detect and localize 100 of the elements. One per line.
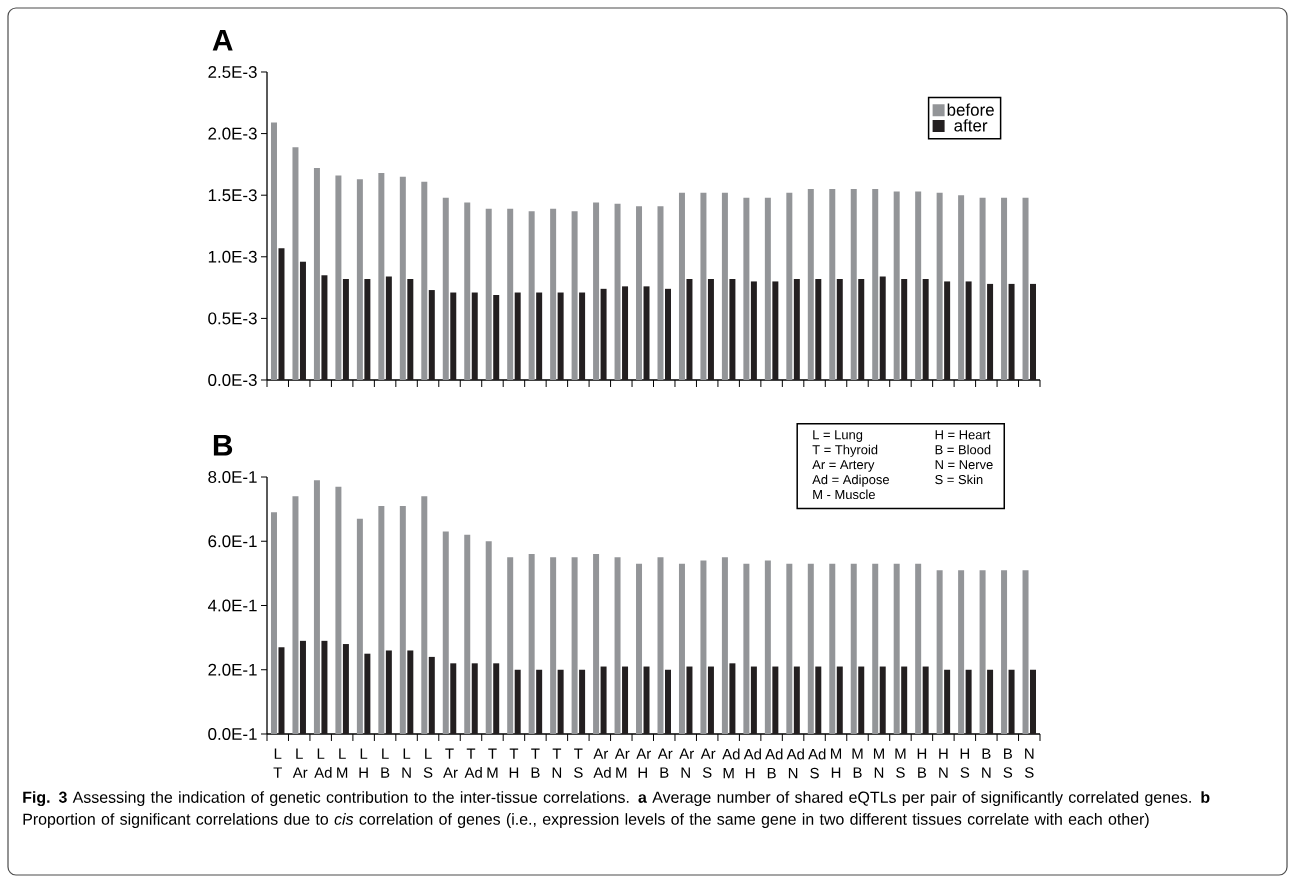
bar [399, 505, 406, 734]
bar [364, 653, 371, 734]
bar [657, 557, 664, 734]
bar [987, 669, 994, 734]
bar [965, 669, 972, 734]
bar [579, 292, 586, 380]
bar [614, 203, 621, 380]
bar [528, 211, 535, 380]
bar [664, 669, 671, 734]
bar [485, 208, 492, 380]
bar [764, 560, 771, 734]
x-tick-label: T Ad [464, 748, 482, 778]
bar [278, 248, 285, 380]
bar [729, 663, 736, 734]
bar [536, 292, 543, 380]
x-tick-label: Ar M [614, 748, 630, 778]
bar [850, 563, 857, 734]
chart-title: B [213, 434, 233, 456]
bar [815, 278, 822, 380]
bar [550, 557, 557, 734]
legend-label: after [954, 119, 988, 132]
bar [270, 122, 277, 380]
bar [571, 557, 578, 734]
x-tick-label: Ar H [636, 748, 651, 778]
x-tick-label: M B [852, 748, 863, 778]
bar [786, 563, 793, 734]
bar [686, 278, 693, 380]
bar [700, 192, 707, 380]
bar [793, 666, 800, 734]
bar [750, 281, 757, 380]
y-tick-label: 1.5E-3 [208, 189, 257, 202]
y-tick-label: 2.0E-1 [208, 663, 257, 676]
bar [944, 281, 951, 380]
bar [321, 275, 328, 380]
bar [442, 531, 449, 734]
bar [707, 666, 714, 734]
bar [493, 663, 500, 734]
x-tick-label: H B [917, 748, 927, 778]
bar [922, 666, 929, 734]
bar [850, 189, 857, 380]
bar [636, 563, 643, 734]
bar [536, 669, 543, 734]
bar [421, 181, 428, 380]
bar [915, 563, 922, 734]
bar [507, 557, 514, 734]
x-tick-label: L Ad [314, 748, 332, 778]
bar [922, 278, 929, 380]
annotation: S = Skin [935, 474, 983, 485]
bar [750, 666, 757, 734]
bar [385, 276, 392, 380]
bar [292, 147, 299, 380]
bar [342, 278, 349, 380]
bar [936, 192, 943, 380]
bar [407, 278, 414, 380]
text: Ar = Artery [812, 460, 875, 472]
x-tick-label: N S [1024, 748, 1034, 778]
x-tick-label: L M [337, 748, 348, 778]
bar [678, 192, 685, 380]
text: L = Lung [813, 430, 863, 442]
bar [1008, 283, 1015, 380]
bar [807, 563, 814, 734]
text: H = Heart [935, 430, 991, 440]
annotation: Ad = Adipose [812, 474, 889, 487]
bar [593, 202, 600, 380]
x-tick-label: Ad S [808, 748, 826, 779]
bar [944, 669, 951, 734]
bar [321, 640, 328, 734]
x-tick-label: Ad M [722, 748, 740, 779]
y-tick-label: 0.0E-1 [208, 728, 257, 740]
bar [879, 666, 886, 734]
legend-label: before [947, 103, 994, 116]
x-tick-label: T B [531, 748, 540, 778]
bar [299, 261, 306, 380]
bar [356, 518, 363, 734]
bar [879, 276, 886, 380]
bar [893, 191, 900, 380]
bar [622, 286, 629, 380]
bar [965, 281, 972, 380]
bar [471, 663, 478, 734]
bar [707, 278, 714, 380]
bar [528, 554, 535, 734]
bar [600, 666, 607, 734]
bar [464, 534, 471, 734]
bar [493, 294, 500, 380]
text: B = Blood [935, 444, 991, 455]
x-tick-label: Ar S [700, 748, 716, 778]
bar [786, 192, 793, 380]
bar [356, 179, 363, 380]
bar [557, 669, 564, 734]
x-tick-label: T H [509, 748, 519, 778]
x-tick-label: L Ar [292, 748, 308, 778]
bar [485, 541, 492, 734]
y-tick-label: 2.0E-3 [208, 127, 257, 140]
text: Fig. 3 Assessing the indication of genetic contribution to the inter-tissue correlations. a Average number of shared eQTLs per pair of significantly correlated genes. b Proportion of significant correlations due to cis correlation of genes (i.e., expression levels of the same gene in two different tissues correlate with each other) [23, 791, 1210, 828]
bar [421, 496, 428, 734]
bar [335, 486, 342, 734]
bar [335, 175, 342, 380]
bar [579, 669, 586, 734]
bar [507, 208, 514, 380]
bar [1001, 570, 1008, 734]
